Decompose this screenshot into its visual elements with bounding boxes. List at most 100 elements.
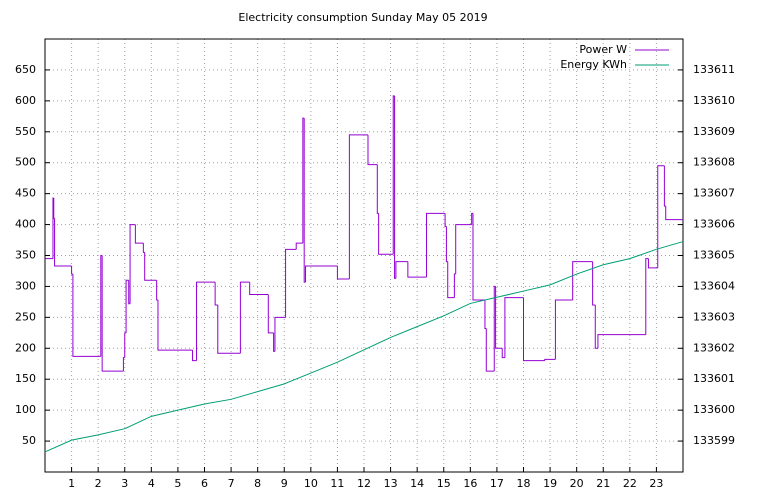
y-tick-label: 500 (15, 156, 36, 169)
x-tick-label: 9 (281, 477, 288, 490)
power-step (285, 248, 297, 318)
y-tick-label: 200 (15, 341, 36, 354)
power-step (217, 304, 241, 354)
power-step (192, 350, 197, 362)
power-step (156, 280, 158, 301)
power-step (302, 117, 305, 244)
power-step (572, 261, 593, 301)
x-tick-label: 4 (148, 477, 155, 490)
power-step (129, 224, 136, 304)
y-tick-label: 250 (15, 310, 36, 323)
power-step (144, 252, 157, 281)
power-step (594, 304, 598, 349)
power-step (142, 243, 145, 253)
y2-tick-label: 133602 (693, 341, 735, 354)
power-step (125, 279, 129, 333)
y-tick-label: 300 (15, 279, 36, 292)
y-tick-label: 550 (15, 125, 36, 138)
power-step (395, 261, 408, 279)
x-tick-label: 2 (95, 477, 102, 490)
y2-tick-label: 133609 (693, 125, 735, 138)
power-step (239, 281, 250, 354)
power-step (592, 261, 596, 306)
y-tick-label: 450 (15, 187, 36, 200)
y2-tick-label: 133599 (693, 434, 735, 447)
x-tick-label: 15 (437, 477, 451, 490)
power-step (455, 224, 472, 275)
power-step (274, 316, 286, 352)
x-tick-label: 6 (201, 477, 208, 490)
power-step (471, 212, 473, 225)
y2-tick-label: 133611 (693, 63, 735, 76)
x-tick-label: 5 (174, 477, 181, 490)
power-step (485, 328, 495, 372)
y-tick-label: 650 (15, 63, 36, 76)
power-step (447, 261, 455, 299)
power-step (124, 332, 127, 358)
y2-tick-label: 133607 (693, 187, 735, 200)
power-step (273, 332, 275, 352)
power-step (336, 266, 350, 280)
y-tick-label: 600 (15, 94, 36, 107)
y-tick-label: 150 (15, 372, 36, 385)
y2-tick-label: 133604 (693, 279, 735, 292)
power-step (445, 226, 448, 263)
y2-tick-label: 133605 (693, 249, 735, 262)
power-step (196, 281, 216, 361)
power-step (101, 255, 124, 372)
power-step (367, 134, 378, 166)
power-step (495, 286, 503, 349)
power-step (645, 258, 649, 335)
power-step (472, 213, 485, 301)
y-tick-label: 350 (15, 249, 36, 262)
power-step (157, 300, 193, 351)
plot-frame (44, 38, 684, 473)
power-step (378, 213, 394, 255)
x-tick-label: 13 (384, 477, 398, 490)
power-step (597, 334, 646, 349)
power-step (267, 294, 274, 334)
chart-title: Electricity consumption Sunday May 05 20… (238, 11, 487, 24)
power-step (305, 265, 338, 283)
x-tick-label: 12 (357, 477, 371, 490)
y2-tick-label: 133608 (693, 156, 735, 169)
y-tick-label: 400 (15, 218, 36, 231)
x-tick-label: 1 (68, 477, 75, 490)
power-step (484, 300, 487, 329)
x-tick-label: 7 (228, 477, 235, 490)
y2-tick-label: 133600 (693, 403, 735, 416)
x-tick-label: 19 (543, 477, 557, 490)
x-tick-label: 21 (596, 477, 610, 490)
energy-line (44, 241, 684, 453)
y2-tick-label: 133603 (693, 310, 735, 323)
power-step (376, 164, 379, 214)
x-tick-label: 8 (254, 477, 261, 490)
power-step (554, 299, 573, 360)
y-tick-label: 100 (15, 403, 36, 416)
y2-tick-label: 133601 (693, 372, 735, 385)
power-step (134, 224, 144, 244)
power-step (72, 274, 101, 357)
x-tick-label: 11 (330, 477, 344, 490)
power-step (544, 358, 556, 361)
y2-tick-label: 133606 (693, 218, 735, 231)
power-step (54, 218, 72, 267)
power-step (504, 297, 524, 358)
power-step (71, 266, 73, 275)
power-step (663, 165, 666, 207)
power-step (425, 212, 446, 278)
legend-label: Energy KWh (560, 58, 627, 71)
power-step (348, 134, 368, 280)
x-tick-label: 14 (410, 477, 424, 490)
legend-label: Power W (579, 43, 627, 56)
y2-tick-label: 133610 (693, 94, 735, 107)
power-step (453, 273, 456, 298)
y-tick-label: 50 (22, 434, 36, 447)
x-tick-label: 3 (121, 477, 128, 490)
power-step (657, 165, 665, 268)
x-tick-label: 10 (304, 477, 318, 490)
power-step (444, 213, 447, 227)
power-step (523, 297, 545, 362)
